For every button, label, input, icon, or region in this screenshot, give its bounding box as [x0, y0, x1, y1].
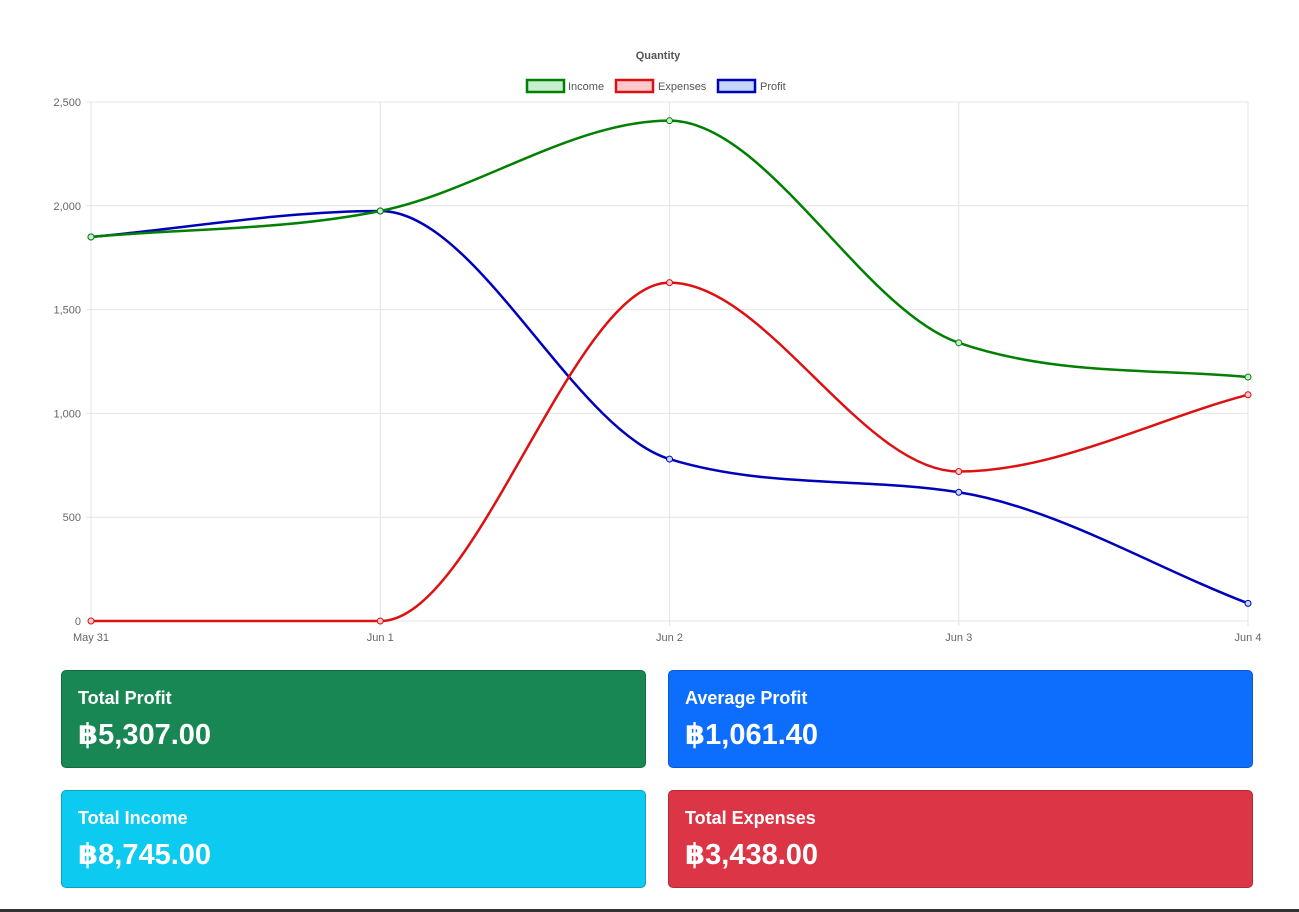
series-lines — [87, 117, 1252, 625]
expenses-line — [91, 281, 1249, 623]
income-point — [1244, 373, 1252, 381]
average-profit-value: ฿1,061.40 — [685, 719, 819, 751]
total-income-label: Total Income — [78, 808, 188, 828]
total-profit-card: Total Profit ฿5,307.00 — [61, 670, 646, 768]
y-tick-label: 1,000 — [53, 408, 81, 420]
y-axis: 2,500 2,000 1,500 1,000 500 0 — [53, 97, 81, 628]
income-point — [666, 117, 673, 125]
expenses-point — [955, 468, 963, 476]
profit-legend-label[interactable]: Profit — [760, 81, 786, 93]
income-legend-swatch[interactable] — [525, 78, 566, 94]
profit-point — [1244, 599, 1252, 607]
total-expenses-card: Total Expenses ฿3,438.00 — [668, 790, 1253, 888]
total-profit-value: ฿5,307.00 — [78, 719, 212, 751]
total-expenses-label: Total Expenses — [685, 808, 816, 828]
x-tick-label: Jun 2 — [656, 632, 683, 644]
y-tick-label: 0 — [75, 616, 81, 628]
income-point — [376, 207, 384, 215]
x-tick-label: May 31 — [73, 632, 109, 644]
line-chart: Quantity 2,500 2,000 1,500 1,000 500 0 May 31… — [53, 50, 1262, 644]
expenses-legend-swatch[interactable] — [614, 78, 655, 94]
expenses-point — [1244, 391, 1252, 399]
chart-canvas: Quantity 2,500 2,000 1,500 1,000 500 0 May 31… — [53, 50, 1262, 644]
x-axis: May 31 Jun 1 Jun 2 Jun 3 Jun 4 — [73, 632, 1262, 644]
x-tick-label: Jun 3 — [945, 632, 972, 644]
expenses-legend-label[interactable]: Expenses — [658, 81, 707, 93]
average-profit-card: Average Profit ฿1,061.40 — [668, 670, 1253, 768]
profit-point — [666, 455, 673, 463]
income-line — [90, 119, 1249, 379]
chart-title: Quantity — [636, 50, 681, 62]
y-tick-label: 2,500 — [53, 97, 81, 109]
total-income-card: Total Income ฿8,745.00 — [61, 790, 646, 888]
x-tick-label: Jun 4 — [1235, 632, 1262, 644]
y-tick-label: 500 — [63, 512, 81, 524]
total-income-value: ฿8,745.00 — [78, 839, 212, 871]
y-tick-label: 1,500 — [53, 305, 81, 317]
x-tick-label: Jun 1 — [367, 632, 394, 644]
income-point — [955, 339, 963, 347]
total-profit-label: Total Profit — [78, 688, 172, 708]
income-point — [87, 233, 95, 241]
profit-point — [955, 488, 963, 496]
profit-legend-swatch[interactable] — [716, 78, 757, 94]
page-divider — [0, 909, 1299, 912]
expenses-point — [376, 617, 384, 625]
total-expenses-value: ฿3,438.00 — [685, 839, 819, 871]
profit-line — [90, 209, 1249, 605]
expenses-point — [87, 617, 95, 625]
legend: Income Expenses Profit — [525, 78, 786, 94]
grid-lines — [86, 101, 1249, 626]
expenses-point — [666, 279, 673, 287]
income-legend-label[interactable]: Income — [568, 81, 604, 93]
average-profit-label: Average Profit — [685, 688, 808, 708]
y-tick-label: 2,000 — [53, 201, 81, 213]
